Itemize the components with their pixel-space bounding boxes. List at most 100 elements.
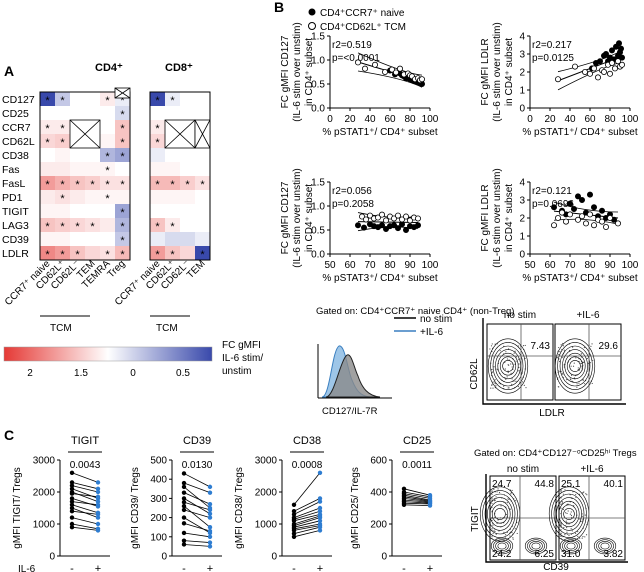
cd4-cell (70, 232, 85, 246)
cd4-star: * (120, 221, 125, 233)
pair-point-il6 (317, 528, 323, 533)
scatter-x-tick-label: 80 (384, 260, 396, 271)
scatter-point-tcm (371, 61, 378, 68)
cd8-cell (150, 232, 165, 246)
cd8-star: * (170, 95, 175, 107)
flow-b-nostim-event (506, 376, 508, 378)
pair-line (71, 482, 99, 490)
cd4-cell (85, 176, 100, 190)
pair-point-nostim (291, 528, 297, 533)
flow-c-il6-event (584, 514, 586, 516)
pair-line (403, 494, 431, 501)
flow-c-nostim-event (491, 498, 493, 500)
scatter-y-tick-label: 2 (519, 214, 525, 225)
pair-line (71, 504, 99, 514)
cd4-cell (100, 204, 115, 218)
pair-point-il6 (427, 503, 433, 508)
flow-b-nostim-event (492, 381, 494, 383)
cd4-cell (55, 148, 70, 162)
cd4-star: * (45, 123, 50, 135)
row-label-cd25: CD25 (2, 108, 29, 120)
flow-b-nostim-contour (499, 356, 517, 376)
pair-point-nostim (69, 521, 75, 527)
cd4-cell (100, 176, 115, 190)
scatter-point-naive (414, 222, 421, 229)
pair-x-tick-label: + (95, 563, 101, 572)
cd8-cell (195, 162, 210, 176)
scatter-point-naive (618, 45, 625, 52)
cd4-star: * (90, 221, 95, 233)
flow-c-il6-event (567, 510, 569, 512)
histogram-nostim-curve (325, 354, 381, 398)
flow-b-il6-event (583, 346, 585, 349)
cd4-na-block-line2 (69, 119, 101, 149)
scatter-x-tick-label: 0 (327, 114, 333, 125)
pair-x-tick-label: - (70, 563, 74, 572)
scatter-point-tcm (398, 216, 405, 223)
cd4-cell (85, 148, 100, 162)
scatter-point-tcm (603, 223, 610, 230)
cd4-star: * (45, 95, 50, 107)
flow-b-nostim-event (519, 381, 521, 383)
scatter-ylabel: FC gMFI CD127 (280, 35, 291, 108)
flow-c-il6-event (569, 513, 572, 515)
cd4-star: * (105, 179, 110, 191)
pair-point-nostim (181, 521, 187, 526)
pair-y-tick-label: 0 (381, 552, 387, 563)
flow-b-header-il6: +IL-6 (576, 310, 600, 321)
flow-b-il6-event (580, 353, 582, 355)
cd8-cell (165, 176, 180, 190)
cd4-cell (115, 204, 130, 218)
scatter-x-tick-label: 40 (564, 114, 576, 125)
flow-b-il6-event (560, 344, 562, 346)
scatter-point-tcm (354, 59, 361, 66)
cd4-cell (55, 92, 70, 106)
flow-b-nostim-event (499, 350, 501, 352)
flow-b-il6-event (581, 365, 583, 367)
legend-naive: CD4⁺CCR7⁺ naive (320, 8, 405, 19)
flow-b-il6-contour (559, 345, 591, 387)
row-label-cd62l: CD62L (2, 136, 35, 148)
flow-c-nostim-event (491, 535, 493, 537)
flow-b-nostim-event (511, 366, 513, 368)
scatter-y-tick-label: 0.5 (311, 80, 325, 91)
scatter-point-naive (571, 205, 578, 212)
cd4-star: * (60, 221, 65, 233)
scatter-point-tcm (567, 211, 574, 218)
flow-c-il6-event (581, 513, 583, 515)
cd4-cell (100, 106, 115, 120)
flow-c-il6-event (566, 512, 568, 515)
cd8-star: * (170, 249, 175, 261)
scatter-point-tcm (591, 222, 598, 229)
cd4-frame (39, 91, 131, 261)
flow-c-nostim-event (491, 528, 493, 530)
flow-b-nostim-event (515, 360, 517, 362)
pair-point-nostim (291, 531, 297, 536)
cd4-star: * (60, 137, 65, 149)
pair-y-tick-label: 1000 (255, 520, 278, 531)
flow-c-il6-event (562, 508, 565, 510)
flow-c-nostim-event (500, 505, 502, 507)
scatter-point-naive (382, 226, 389, 233)
flow-c-nostim-event (491, 499, 493, 501)
gated-title-naive: Gated on: CD4⁺CCR7⁺ naive CD4⁺ (non-Treg… (316, 306, 514, 317)
cd4-cell (55, 106, 70, 120)
flow-b-nostim-event (514, 350, 516, 352)
cd4-cell (115, 148, 130, 162)
cd4-cell (70, 106, 85, 120)
cd4-cell (40, 176, 55, 190)
panel-a-letter: A (4, 63, 14, 79)
legend-marker-naive (308, 8, 316, 16)
flow-b-il6-event (571, 346, 574, 348)
flow-b-nostim-contour (492, 345, 524, 387)
pair-y-tick-label: 500 (150, 456, 167, 467)
cd8-cell (180, 106, 195, 120)
flow-c-nostim-contour-extra (524, 537, 548, 555)
flow-b-value-il6: 29.6 (599, 341, 619, 352)
cd4-cell (40, 106, 55, 120)
cd4-star: * (120, 123, 125, 135)
cd8-cell (165, 106, 180, 120)
pair-point-il6 (95, 502, 101, 507)
pair-point-nostim (181, 515, 187, 520)
flow-b-nostim-event (518, 366, 520, 369)
